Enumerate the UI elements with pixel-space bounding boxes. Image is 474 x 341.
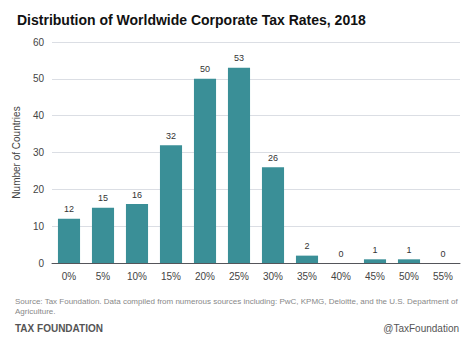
- svg-text:5%: 5%: [96, 271, 111, 282]
- svg-text:1: 1: [406, 245, 411, 255]
- svg-text:35%: 35%: [297, 271, 317, 282]
- svg-text:50: 50: [33, 73, 45, 84]
- svg-text:2: 2: [304, 241, 309, 251]
- svg-text:10: 10: [33, 221, 45, 232]
- svg-text:1: 1: [372, 245, 377, 255]
- svg-text:0: 0: [338, 249, 343, 259]
- svg-text:32: 32: [166, 131, 176, 141]
- svg-text:10%: 10%: [127, 271, 147, 282]
- svg-text:20: 20: [33, 184, 45, 195]
- svg-text:TAX FOUNDATION: TAX FOUNDATION: [15, 323, 103, 334]
- svg-text:0: 0: [38, 258, 44, 269]
- svg-text:50: 50: [200, 64, 210, 74]
- svg-text:Source: Tax Foundation. Data c: Source: Tax Foundation. Data compiled fr…: [15, 297, 460, 306]
- svg-text:15%: 15%: [161, 271, 181, 282]
- svg-text:@TaxFoundation: @TaxFoundation: [383, 323, 459, 334]
- svg-text:0: 0: [440, 249, 445, 259]
- svg-text:12: 12: [64, 204, 74, 214]
- svg-text:25%: 25%: [229, 271, 249, 282]
- svg-text:0%: 0%: [62, 271, 77, 282]
- svg-text:40%: 40%: [331, 271, 351, 282]
- svg-text:53: 53: [234, 53, 244, 63]
- svg-text:30%: 30%: [263, 271, 283, 282]
- svg-text:30: 30: [33, 147, 45, 158]
- svg-text:40: 40: [33, 110, 45, 121]
- svg-text:20%: 20%: [195, 271, 215, 282]
- svg-text:50%: 50%: [399, 271, 419, 282]
- svg-text:Number of Countries: Number of Countries: [11, 106, 22, 198]
- svg-text:16: 16: [132, 190, 142, 200]
- svg-text:Distribution of Worldwide Corp: Distribution of Worldwide Corporate Tax …: [17, 12, 366, 28]
- svg-text:26: 26: [268, 153, 278, 163]
- svg-text:60: 60: [33, 37, 45, 48]
- svg-text:Agriculture.: Agriculture.: [15, 307, 55, 316]
- svg-text:45%: 45%: [365, 271, 385, 282]
- svg-text:15: 15: [98, 193, 108, 203]
- svg-text:55%: 55%: [433, 271, 453, 282]
